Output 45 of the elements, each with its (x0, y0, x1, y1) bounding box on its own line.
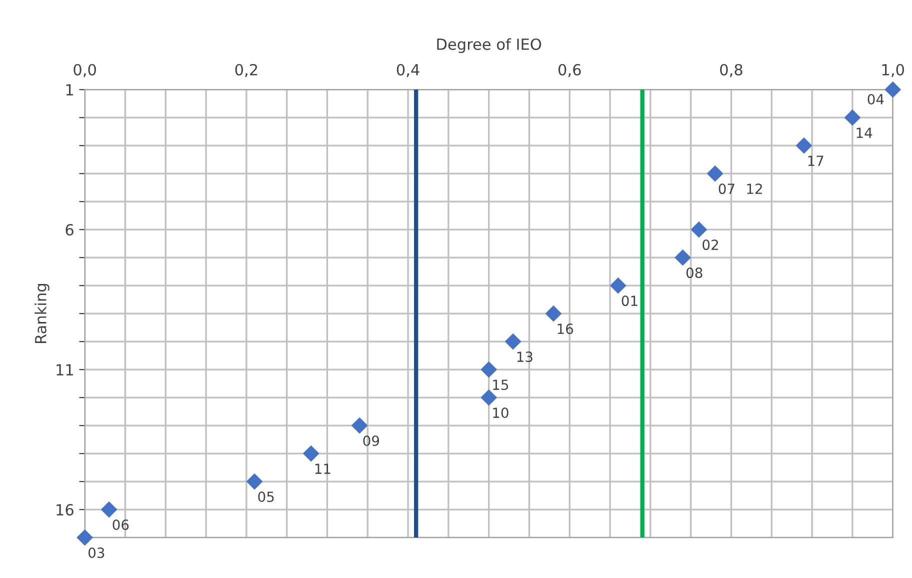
x-tick-label: 0,2 (235, 64, 258, 78)
x-tick-label: 1,0 (882, 64, 904, 78)
point (302, 445, 320, 462)
annotation: 10 (493, 408, 508, 418)
y-tick-label: 16 (56, 504, 74, 516)
point (76, 529, 94, 546)
point (610, 277, 626, 294)
point (706, 165, 724, 182)
point (351, 417, 368, 434)
annotation: 03 (88, 548, 104, 558)
point (690, 221, 708, 238)
annotation: 06 (112, 520, 129, 530)
x-tick-label: 0,0 (74, 64, 96, 78)
annotation: 13 (517, 352, 532, 362)
point (480, 361, 498, 378)
y-tick-label: 6 (66, 224, 74, 236)
point (796, 137, 812, 154)
x-tick-label: 0,4 (396, 64, 420, 78)
annotation: 07 (718, 184, 734, 194)
annotation: 17 (808, 156, 824, 166)
x-axis-title: Degree of IEO (437, 38, 542, 53)
annotation: 01 (622, 296, 638, 306)
annotation: 15 (493, 380, 508, 390)
point (246, 473, 263, 490)
x-tick-label: 0,8 (720, 64, 742, 78)
annotation: 16 (558, 324, 574, 334)
annotation: 12 (747, 184, 762, 194)
annotation: 04 (868, 94, 884, 105)
y-tick-label: 11 (56, 364, 73, 376)
annotation: 08 (686, 268, 702, 278)
y-tick-label: 1 (66, 84, 73, 96)
point (884, 81, 902, 98)
point (844, 109, 861, 126)
annotation: 09 (363, 436, 380, 446)
annotation: 05 (258, 492, 274, 502)
point (504, 333, 522, 350)
point (100, 501, 118, 518)
y-axis-title: Ranking (34, 284, 50, 343)
point (480, 389, 498, 406)
annotation: 02 (702, 240, 718, 250)
point (545, 305, 562, 322)
x-tick-label: 0,6 (558, 64, 581, 78)
point (674, 249, 691, 266)
annotation: 11 (315, 464, 330, 474)
annotation: 14 (856, 128, 872, 138)
